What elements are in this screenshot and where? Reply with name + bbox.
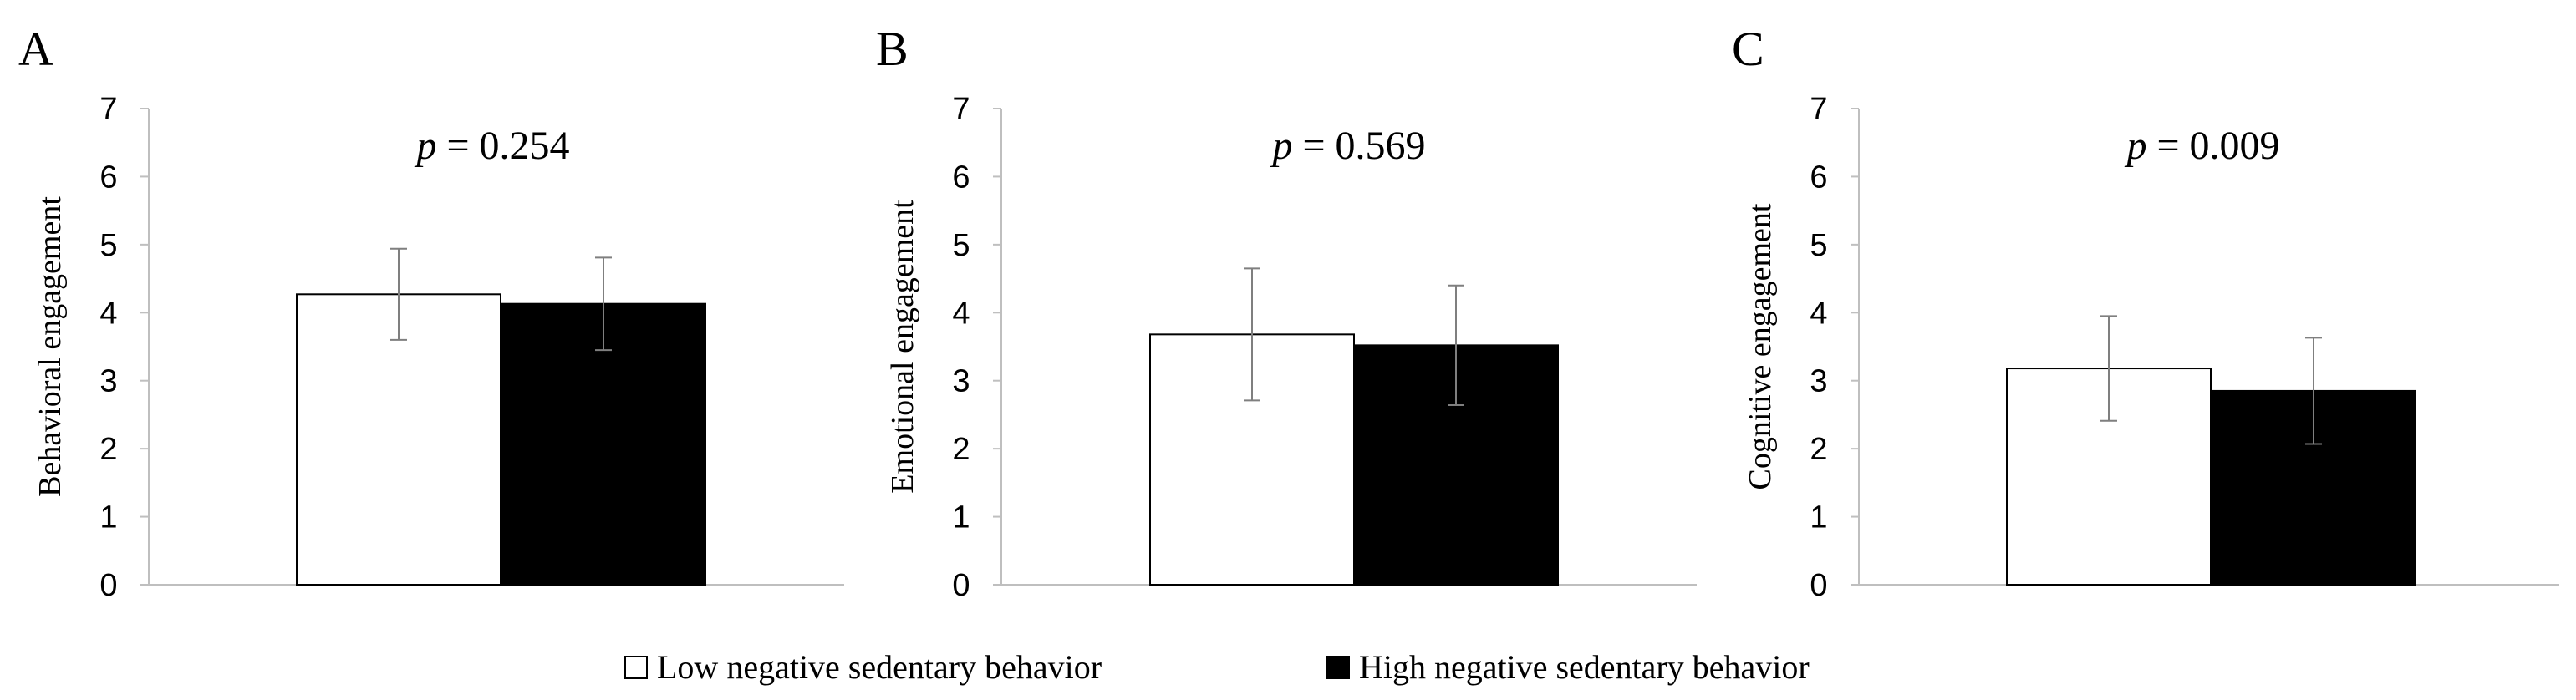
y-axis-title: Behavioral engagement [33, 196, 68, 497]
bar-low-negative-sedentary [1149, 333, 1355, 586]
y-tick-label: 5 [952, 228, 970, 263]
p-value-number: = 0.569 [1292, 124, 1425, 168]
panel-letter: B [876, 22, 909, 76]
p-value-annotation: p = 0.009 [2124, 124, 2279, 168]
y-tick-label: 5 [1810, 228, 1827, 263]
y-tick-label: 0 [952, 568, 970, 603]
p-value-symbol: p [2124, 124, 2146, 168]
legend-swatch-low [624, 656, 648, 679]
p-value-symbol: p [1270, 124, 1292, 168]
y-tick-label: 7 [952, 92, 970, 127]
y-tick-label: 5 [99, 228, 117, 263]
y-tick-label: 1 [952, 500, 970, 535]
y-tick-label: 7 [99, 92, 117, 127]
chart-panel-a: A 0 1 2 3 4 5 6 7 Behavioral engagement p = 0.254 [18, 22, 844, 603]
y-tick-label: 0 [99, 568, 117, 603]
p-value-number: = 0.009 [2146, 124, 2279, 168]
y-tick-label: 6 [952, 160, 970, 195]
y-tick-label: 0 [1810, 568, 1827, 603]
y-tick-label: 7 [1810, 92, 1827, 127]
panel-letter: A [18, 22, 53, 76]
y-tick-label: 2 [99, 432, 117, 467]
panel-letter: C [1732, 22, 1764, 76]
y-tick-label: 4 [99, 296, 117, 331]
p-value-annotation: p = 0.569 [1270, 124, 1425, 168]
y-tick-label: 2 [952, 432, 970, 467]
legend: Low negative sedentary behavior High nega… [624, 648, 1810, 686]
p-value-annotation: p = 0.254 [414, 124, 569, 168]
legend-label-high: High negative sedentary behavior [1359, 648, 1810, 686]
y-tick-label: 6 [99, 160, 117, 195]
p-value-symbol: p [414, 124, 436, 168]
y-tick-label: 2 [1810, 432, 1827, 467]
y-tick-label: 4 [952, 296, 970, 331]
y-tick-label: 6 [1810, 160, 1827, 195]
p-value-number: = 0.254 [436, 124, 569, 168]
chart-panel-b: B 0 1 2 3 4 5 6 7 Emotional engagement p = 0.569 [876, 22, 1697, 603]
y-tick-label: 3 [1810, 364, 1827, 399]
y-axis-title: Emotional engagement [885, 200, 920, 494]
legend-label-low: Low negative sedentary behavior [657, 648, 1102, 686]
y-tick-label: 1 [1810, 500, 1827, 535]
y-tick-label: 4 [1810, 296, 1827, 331]
legend-swatch-high [1326, 656, 1350, 679]
y-axis-title: Cognitive engagement [1743, 203, 1778, 489]
y-tick-label: 3 [952, 364, 970, 399]
y-tick-label: 3 [99, 364, 117, 399]
chart-panel-c: C 0 1 2 3 4 5 6 7 Cognitive engagement p = 0.009 [1732, 22, 2559, 603]
y-tick-label: 1 [99, 500, 117, 535]
